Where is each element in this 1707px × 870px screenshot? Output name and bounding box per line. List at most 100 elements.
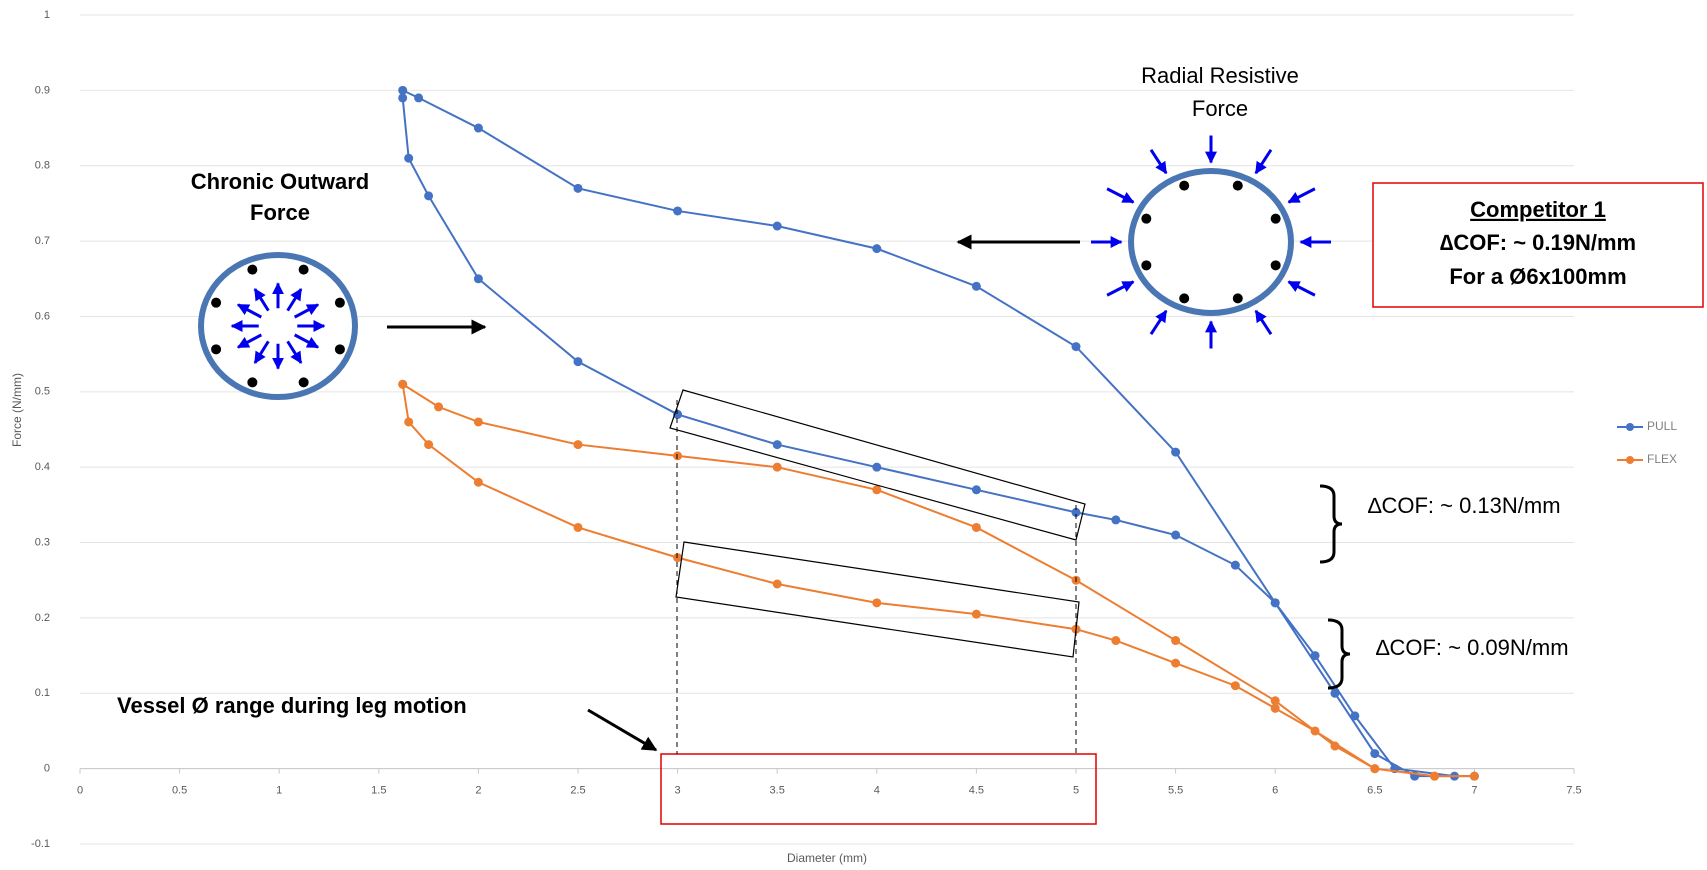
point [971,609,981,619]
arrow [587,708,658,752]
y-tick-label: 0.4 [35,461,50,473]
point [1111,515,1121,525]
x-tick-label: 3 [675,785,681,797]
x-tick-label: 6.5 [1367,785,1382,797]
point [772,462,782,472]
point [872,485,882,495]
icon-dot [1232,293,1243,304]
icon-arrow [286,340,303,364]
series-line [401,89,1475,778]
x-tick-label: 3.5 [770,785,785,797]
point [1430,771,1440,781]
icon-arrow [1287,280,1316,297]
point [1310,726,1320,736]
point [573,183,583,193]
x-axis-title: Diameter (mm) [787,851,867,865]
icon-arrow [253,340,270,364]
point [424,440,434,450]
icon-arrow [253,288,270,312]
point [1310,651,1320,661]
x-tick-label: 1.5 [371,785,386,797]
icon-arrow [1287,187,1316,204]
annotations: Chronic Outward Force Radial Resistive F… [117,63,1704,825]
icon-dot [211,297,222,308]
point [772,440,782,450]
point [1171,658,1181,668]
annotation: Force [1192,96,1248,121]
point [1330,741,1340,751]
icon-dot [334,297,345,308]
point [573,357,583,367]
x-tick-label: 2 [475,785,481,797]
x-tick-label: 4 [874,785,880,797]
point [1171,447,1181,457]
point [1270,696,1280,706]
icon-dot [247,377,258,388]
y-tick-label: 0.1 [35,687,50,699]
icon-arrow [293,303,320,319]
x-tick-label: 1 [276,785,282,797]
y-tick-label: 0.3 [35,536,50,548]
y-tick-label: 0.5 [35,386,50,398]
point [872,598,882,608]
icon-dot [1141,260,1152,271]
point [1469,771,1479,781]
x-tick-label: 5 [1073,785,1079,797]
highlight-box [669,389,1086,541]
point [473,477,483,487]
point [673,451,683,461]
legend-swatch [1626,456,1634,464]
point [434,402,444,412]
point [473,417,483,427]
point [1111,636,1121,646]
y-tick-label: 0.7 [35,235,50,247]
x-tick-label: 5.5 [1168,785,1183,797]
point [1171,530,1181,540]
icon-arrow [293,333,320,349]
point [414,93,424,103]
point [872,462,882,472]
point [404,153,414,163]
icon-dot [1270,260,1281,271]
highlight-box [675,541,1080,658]
annotation: Radial Resistive [1141,63,1299,88]
icon-dot [298,264,309,275]
point [772,221,782,231]
series-line [401,383,1475,778]
icon-dot [211,344,222,355]
x-tick-label: 4.5 [969,785,984,797]
legend-swatch [1626,423,1634,431]
legend-label: PULL [1647,419,1677,433]
x-tick-label: 6 [1272,785,1278,797]
point [971,522,981,532]
x-tick-label: 7.5 [1566,785,1581,797]
radial-icon [1091,135,1331,349]
point [1370,764,1380,774]
icon-arrow [1106,187,1135,204]
icon-arrow [236,333,263,349]
point [424,191,434,201]
annotation: Vessel Ø range during leg motion [117,693,467,718]
icon-dot [298,377,309,388]
point [1350,711,1360,721]
y-tick-label: 0.9 [35,84,50,96]
icon-arrow [1106,280,1135,297]
icon-dot [247,264,258,275]
point [1330,688,1340,698]
point [1230,560,1240,570]
icon-arrow [1254,309,1273,336]
point [971,485,981,495]
y-tick-label: 0.8 [35,160,50,172]
range-box [660,753,1097,825]
y-tick-label: 0.6 [35,310,50,322]
annotation: Competitor 1 [1470,197,1606,222]
point [1270,598,1280,608]
point [573,440,583,450]
brace [1327,618,1351,690]
point [1370,749,1380,759]
annotation: Chronic Outward [191,169,369,194]
y-tick-label: 0.2 [35,612,50,624]
point [673,206,683,216]
y-tick-label: -0.1 [31,838,50,850]
